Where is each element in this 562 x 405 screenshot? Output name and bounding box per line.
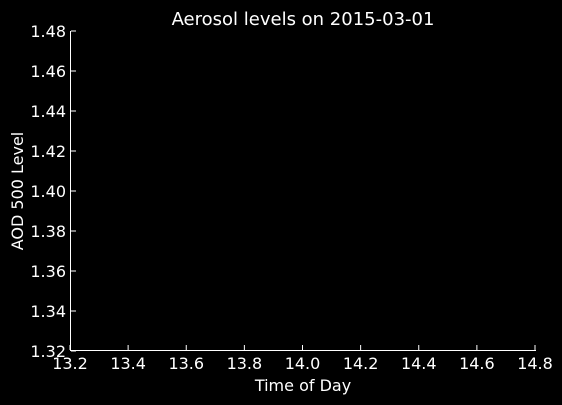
x-tick-label-0: 13.2 [52,354,88,373]
y-tick-label-8: 1.48 [30,22,66,41]
x-tick-label-2: 13.6 [168,354,204,373]
y-tick-label-5: 1.42 [30,142,66,161]
x-tick-label-6: 14.4 [401,354,437,373]
chart-title: Aerosol levels on 2015-03-01 [172,9,435,30]
y-tick-label-6: 1.44 [30,102,66,121]
y-tick-label-4: 1.40 [30,182,66,201]
x-tick-label-3: 13.8 [227,354,263,373]
x-tick-label-7: 14.6 [459,354,495,373]
x-tick-label-8: 14.8 [517,354,553,373]
x-ticks: 13.2 13.4 13.6 13.8 14.0 14.2 14.4 14.6 14.8 [52,345,553,373]
y-tick-label-1: 1.34 [30,302,66,321]
y-axis-label: AOD 500 Level [8,132,27,251]
x-axis-label: Time of Day [254,376,351,395]
y-tick-label-3: 1.38 [30,222,66,241]
y-tick-label-0: 1.32 [30,342,66,361]
y-tick-label-7: 1.46 [30,62,66,81]
y-ticks: 1.32 1.34 1.36 1.38 1.40 1.42 1.44 1.46 1.48 [30,22,76,361]
x-tick-label-5: 14.2 [343,354,379,373]
x-tick-label-4: 14.0 [285,354,321,373]
x-tick-label-1: 13.4 [110,354,146,373]
y-tick-label-2: 1.36 [30,262,66,281]
